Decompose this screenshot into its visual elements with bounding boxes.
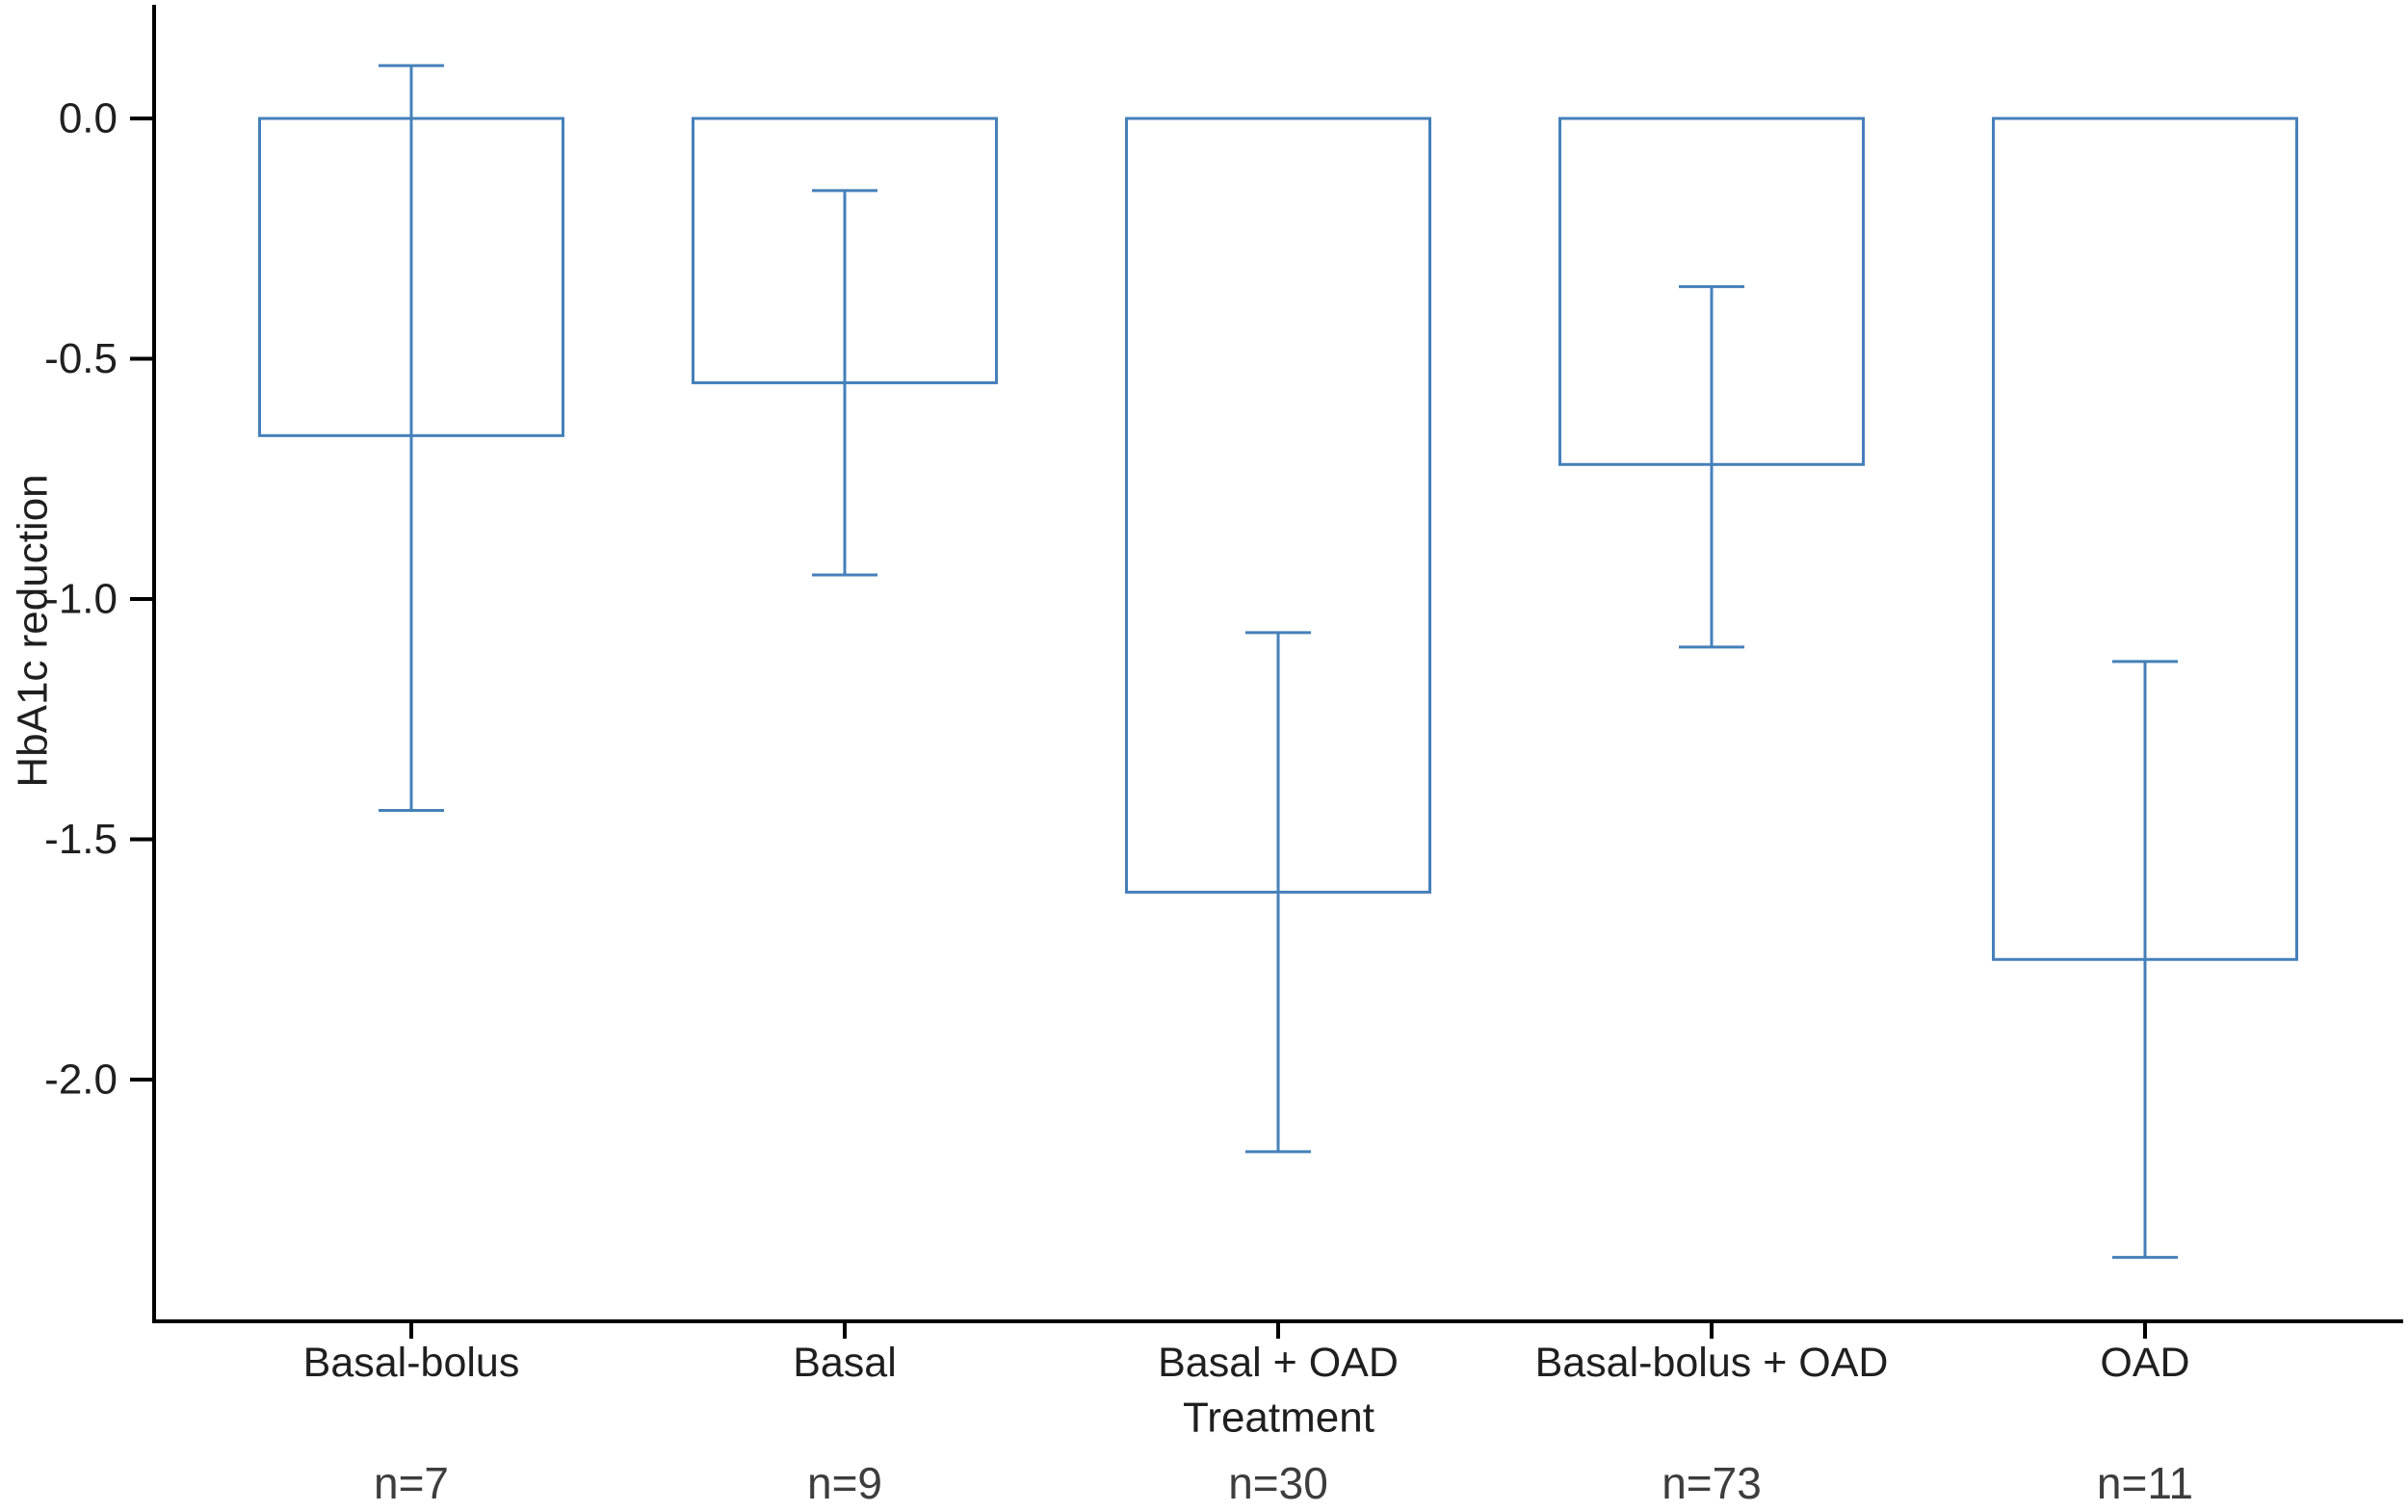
y-axis-title: HbA1c reduction xyxy=(10,474,57,787)
x-axis-title: Treatment xyxy=(1183,1395,1374,1442)
n-label-0: n=7 xyxy=(374,1458,449,1508)
n-label-2: n=30 xyxy=(1228,1458,1328,1508)
y-tick-label-3: -1.5 xyxy=(44,816,118,863)
n-label-3: n=73 xyxy=(1662,1458,1762,1508)
x-category-label-3: Basal-bolus + OAD xyxy=(1535,1340,1889,1386)
y-tick-label-1: -0.5 xyxy=(44,335,118,382)
y-tick-label-2: -1.0 xyxy=(44,576,118,623)
x-category-label-4: OAD xyxy=(2100,1340,2189,1386)
x-category-label-0: Basal-bolus xyxy=(303,1340,520,1386)
y-tick-label-0: 0.0 xyxy=(59,95,118,143)
n-label-4: n=11 xyxy=(2097,1458,2193,1508)
x-category-label-1: Basal xyxy=(793,1340,897,1386)
n-label-1: n=9 xyxy=(807,1458,882,1508)
x-category-label-2: Basal + OAD xyxy=(1158,1340,1399,1386)
y-tick-label-4: -2.0 xyxy=(44,1056,118,1104)
